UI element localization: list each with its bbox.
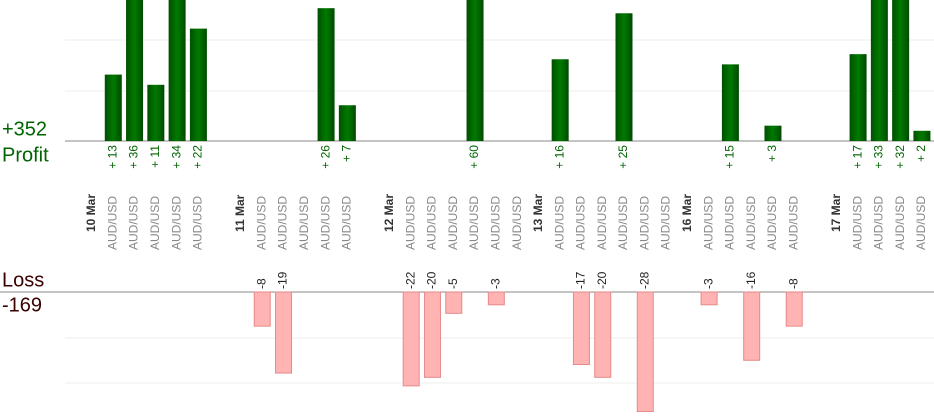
profit-bar — [126, 0, 144, 141]
profit-bar — [104, 74, 122, 141]
profit-value-label: + 17 — [850, 145, 864, 169]
profit-bar — [913, 130, 931, 141]
profit-bar — [849, 54, 867, 141]
symbol-label: AUD/USD — [552, 196, 566, 250]
profit-bar — [466, 0, 484, 141]
profit-bar — [551, 59, 569, 142]
loss-bar — [487, 291, 505, 306]
symbol-label: AUD/USD — [723, 196, 737, 250]
profit-total: +352 — [2, 118, 47, 140]
symbol-label: AUD/USD — [169, 196, 183, 250]
symbol-label: AUD/USD — [914, 196, 928, 250]
profit-value-label: + 36 — [127, 145, 141, 169]
loss-bar — [423, 291, 441, 378]
symbol-label: AUD/USD — [127, 196, 141, 250]
loss-value-label: -8 — [786, 278, 800, 289]
profit-value-label: + 22 — [191, 145, 205, 169]
profit-bar — [317, 8, 335, 141]
profit-bar — [764, 125, 782, 141]
profit-bar — [615, 13, 633, 142]
profit-bar — [870, 0, 888, 142]
symbol-label: AUD/USD — [659, 196, 673, 250]
loss-value-label: -20 — [425, 271, 439, 289]
loss-value-label: -5 — [446, 278, 460, 289]
loss-bar — [700, 291, 718, 306]
date-label: 13 Mar — [531, 194, 545, 232]
symbol-label: AUD/USD — [701, 196, 715, 250]
profit-value-label: + 7 — [340, 145, 354, 162]
symbol-label: AUD/USD — [191, 196, 205, 250]
loss-bar — [253, 291, 271, 327]
profit-bar — [189, 28, 207, 141]
loss-value-label: -8 — [254, 278, 268, 289]
profit-bar — [892, 0, 910, 141]
loss-value-label: -20 — [595, 271, 609, 289]
date-label: 12 Mar — [382, 194, 396, 232]
symbol-label: AUD/USD — [276, 196, 290, 250]
loss-bar — [275, 291, 293, 374]
profit-value-label: + 26 — [318, 145, 332, 169]
date-label: 10 Mar — [84, 194, 98, 232]
symbol-label: AUD/USD — [765, 196, 779, 250]
loss-value-label: -3 — [488, 278, 502, 289]
symbol-label: AUD/USD — [872, 196, 886, 250]
loss-value-label: -3 — [701, 278, 715, 289]
symbol-label: AUD/USD — [786, 196, 800, 250]
symbol-label: AUD/USD — [574, 196, 588, 250]
symbol-label: AUD/USD — [254, 196, 268, 250]
profit-value-label: + 15 — [723, 145, 737, 169]
symbol-label: AUD/USD — [616, 196, 630, 250]
symbol-label: AUD/USD — [446, 196, 460, 250]
symbol-label: AUD/USD — [595, 196, 609, 250]
symbol-label: AUD/USD — [744, 196, 758, 250]
loss-bar — [785, 291, 803, 327]
profit-value-label: + 11 — [148, 145, 162, 168]
symbol-label: AUD/USD — [488, 196, 502, 250]
loss-bar — [636, 291, 654, 412]
symbol-label: AUD/USD — [893, 196, 907, 250]
loss-value-label: -16 — [744, 271, 758, 289]
date-label: 16 Mar — [680, 194, 694, 232]
loss-bar — [594, 291, 612, 378]
symbol-label: AUD/USD — [340, 196, 354, 250]
date-label: 17 Mar — [829, 194, 843, 232]
symbol-label: AUD/USD — [148, 196, 162, 250]
loss-label: Loss — [2, 269, 44, 291]
profit-value-label: + 60 — [467, 145, 481, 169]
loss-value-label: -22 — [403, 271, 417, 289]
symbol-label: AUD/USD — [297, 196, 311, 250]
profit-bar — [147, 84, 165, 141]
profit-bar — [721, 64, 739, 141]
loss-bar — [572, 291, 590, 366]
symbol-label: AUD/USD — [425, 196, 439, 250]
profit-value-label: + 33 — [872, 145, 886, 169]
profit-value-label: + 16 — [552, 145, 566, 169]
loss-bar — [445, 291, 463, 314]
profit-value-label: + 13 — [105, 145, 119, 169]
symbol-label: AUD/USD — [850, 196, 864, 250]
loss-value-label: -17 — [574, 271, 588, 289]
loss-value-label: -28 — [637, 271, 651, 289]
loss-value-label: -19 — [276, 271, 290, 289]
loss-bar — [743, 291, 761, 361]
symbol-label: AUD/USD — [637, 196, 651, 250]
profit-value-label: + 3 — [765, 145, 779, 162]
symbol-label: AUD/USD — [510, 196, 524, 250]
symbol-label: AUD/USD — [105, 196, 119, 250]
profit-bar — [168, 0, 186, 141]
profit-value-label: + 32 — [893, 145, 907, 169]
symbol-label: AUD/USD — [467, 196, 481, 250]
symbol-label: AUD/USD — [403, 196, 417, 250]
profit-label: Profit — [2, 144, 49, 166]
profit-bar — [338, 105, 356, 141]
date-label: 11 Mar — [233, 194, 247, 232]
profit-value-label: + 25 — [616, 145, 630, 169]
loss-bar — [402, 291, 420, 387]
profit-value-label: + 34 — [169, 145, 183, 169]
loss-total: -169 — [2, 294, 42, 316]
symbol-label: AUD/USD — [318, 196, 332, 250]
profit-value-label: + 2 — [914, 145, 928, 162]
